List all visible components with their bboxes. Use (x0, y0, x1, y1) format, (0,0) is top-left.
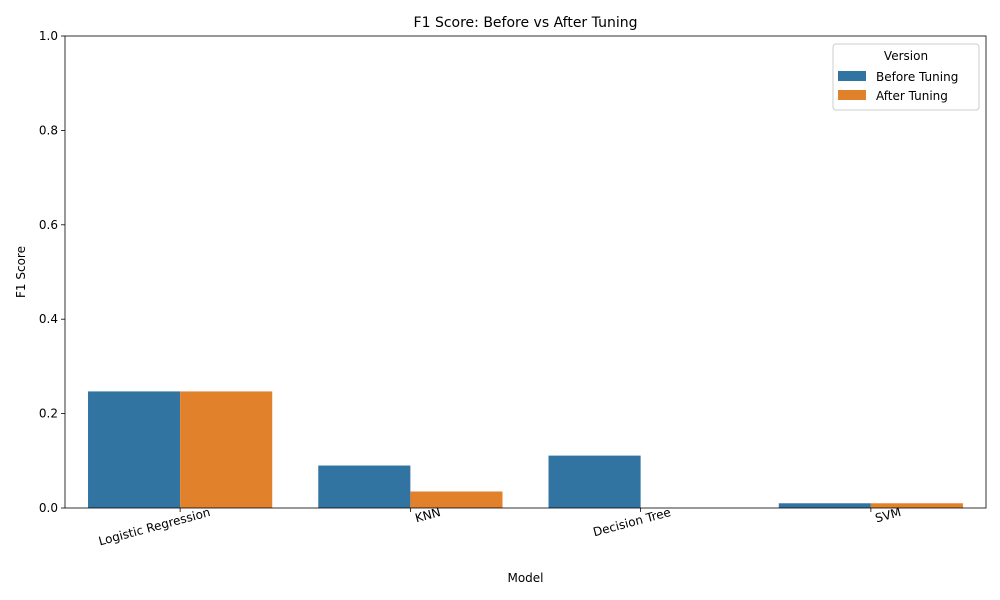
chart-title: F1 Score: Before vs After Tuning (414, 15, 638, 31)
y-tick-label: 0.2 (39, 407, 58, 421)
legend: Version Before Tuning After Tuning (832, 43, 980, 111)
bars-group (88, 391, 963, 508)
legend-title: Version (884, 49, 928, 63)
x-tick-label: Logistic Regression (97, 505, 212, 548)
legend-swatch (838, 71, 866, 81)
y-tick-label: 0.4 (39, 312, 58, 326)
bar-before-tuning-svm (778, 503, 871, 508)
x-tick-label: Decision Tree (592, 505, 673, 539)
x-tick-label: KNN (413, 505, 442, 525)
x-tick-label: SVM (874, 505, 903, 525)
x-axis: Logistic Regression KNN Decision Tree SVM (97, 505, 903, 548)
bar-after-tuning-svm (870, 503, 963, 508)
legend-box (832, 43, 980, 111)
bar-before-tuning-knn (318, 465, 411, 508)
legend-label: Before Tuning (876, 70, 958, 84)
y-axis: 0.0 0.2 0.4 0.6 0.8 1.0 (39, 29, 65, 515)
bar-before-tuning-decision-tree (548, 455, 641, 508)
y-axis-label: F1 Score (14, 246, 28, 298)
x-axis-label: Model (507, 571, 543, 585)
y-tick-label: 0.6 (39, 218, 58, 232)
y-tick-label: 1.0 (39, 29, 58, 43)
legend-swatch (838, 90, 866, 100)
legend-label: After Tuning (876, 89, 948, 103)
bar-after-tuning-knn (410, 491, 503, 508)
bar-after-tuning-logistic-regression (180, 391, 273, 508)
y-tick-label: 0.8 (39, 123, 58, 137)
plot-frame (64, 35, 987, 509)
bar-before-tuning-logistic-regression (88, 391, 181, 508)
y-tick-label: 0.0 (39, 501, 58, 515)
